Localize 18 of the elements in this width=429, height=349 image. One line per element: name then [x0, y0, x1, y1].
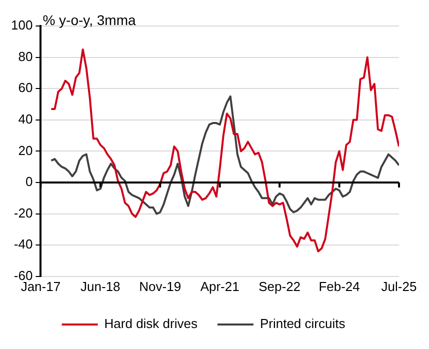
y-axis-title: % y-o-y, 3mma: [42, 12, 136, 28]
y-tick-label: -20: [14, 205, 33, 220]
y-tick-label: 60: [18, 80, 33, 96]
x-tick-label: Jun-18: [80, 278, 120, 294]
x-tick-label: Jul-25: [381, 278, 417, 294]
y-tick-label: 0: [25, 174, 33, 190]
y-tick-label: -60: [14, 268, 33, 283]
y-tick-label: 100: [10, 18, 33, 33]
x-tick-label: Nov-19: [139, 278, 182, 294]
y-tick-label: 20: [18, 142, 33, 158]
legend-label: Printed circuits: [260, 316, 346, 332]
legend-label: Hard disk drives: [104, 316, 198, 332]
y-tick-label: 80: [18, 48, 33, 64]
y-tick-label: 40: [18, 111, 33, 126]
y-tick-label: -40: [14, 236, 33, 252]
x-tick-label: Sep-22: [258, 278, 301, 294]
x-tick-label: Apr-21: [200, 278, 240, 294]
x-tick-label: Feb-24: [318, 278, 360, 294]
